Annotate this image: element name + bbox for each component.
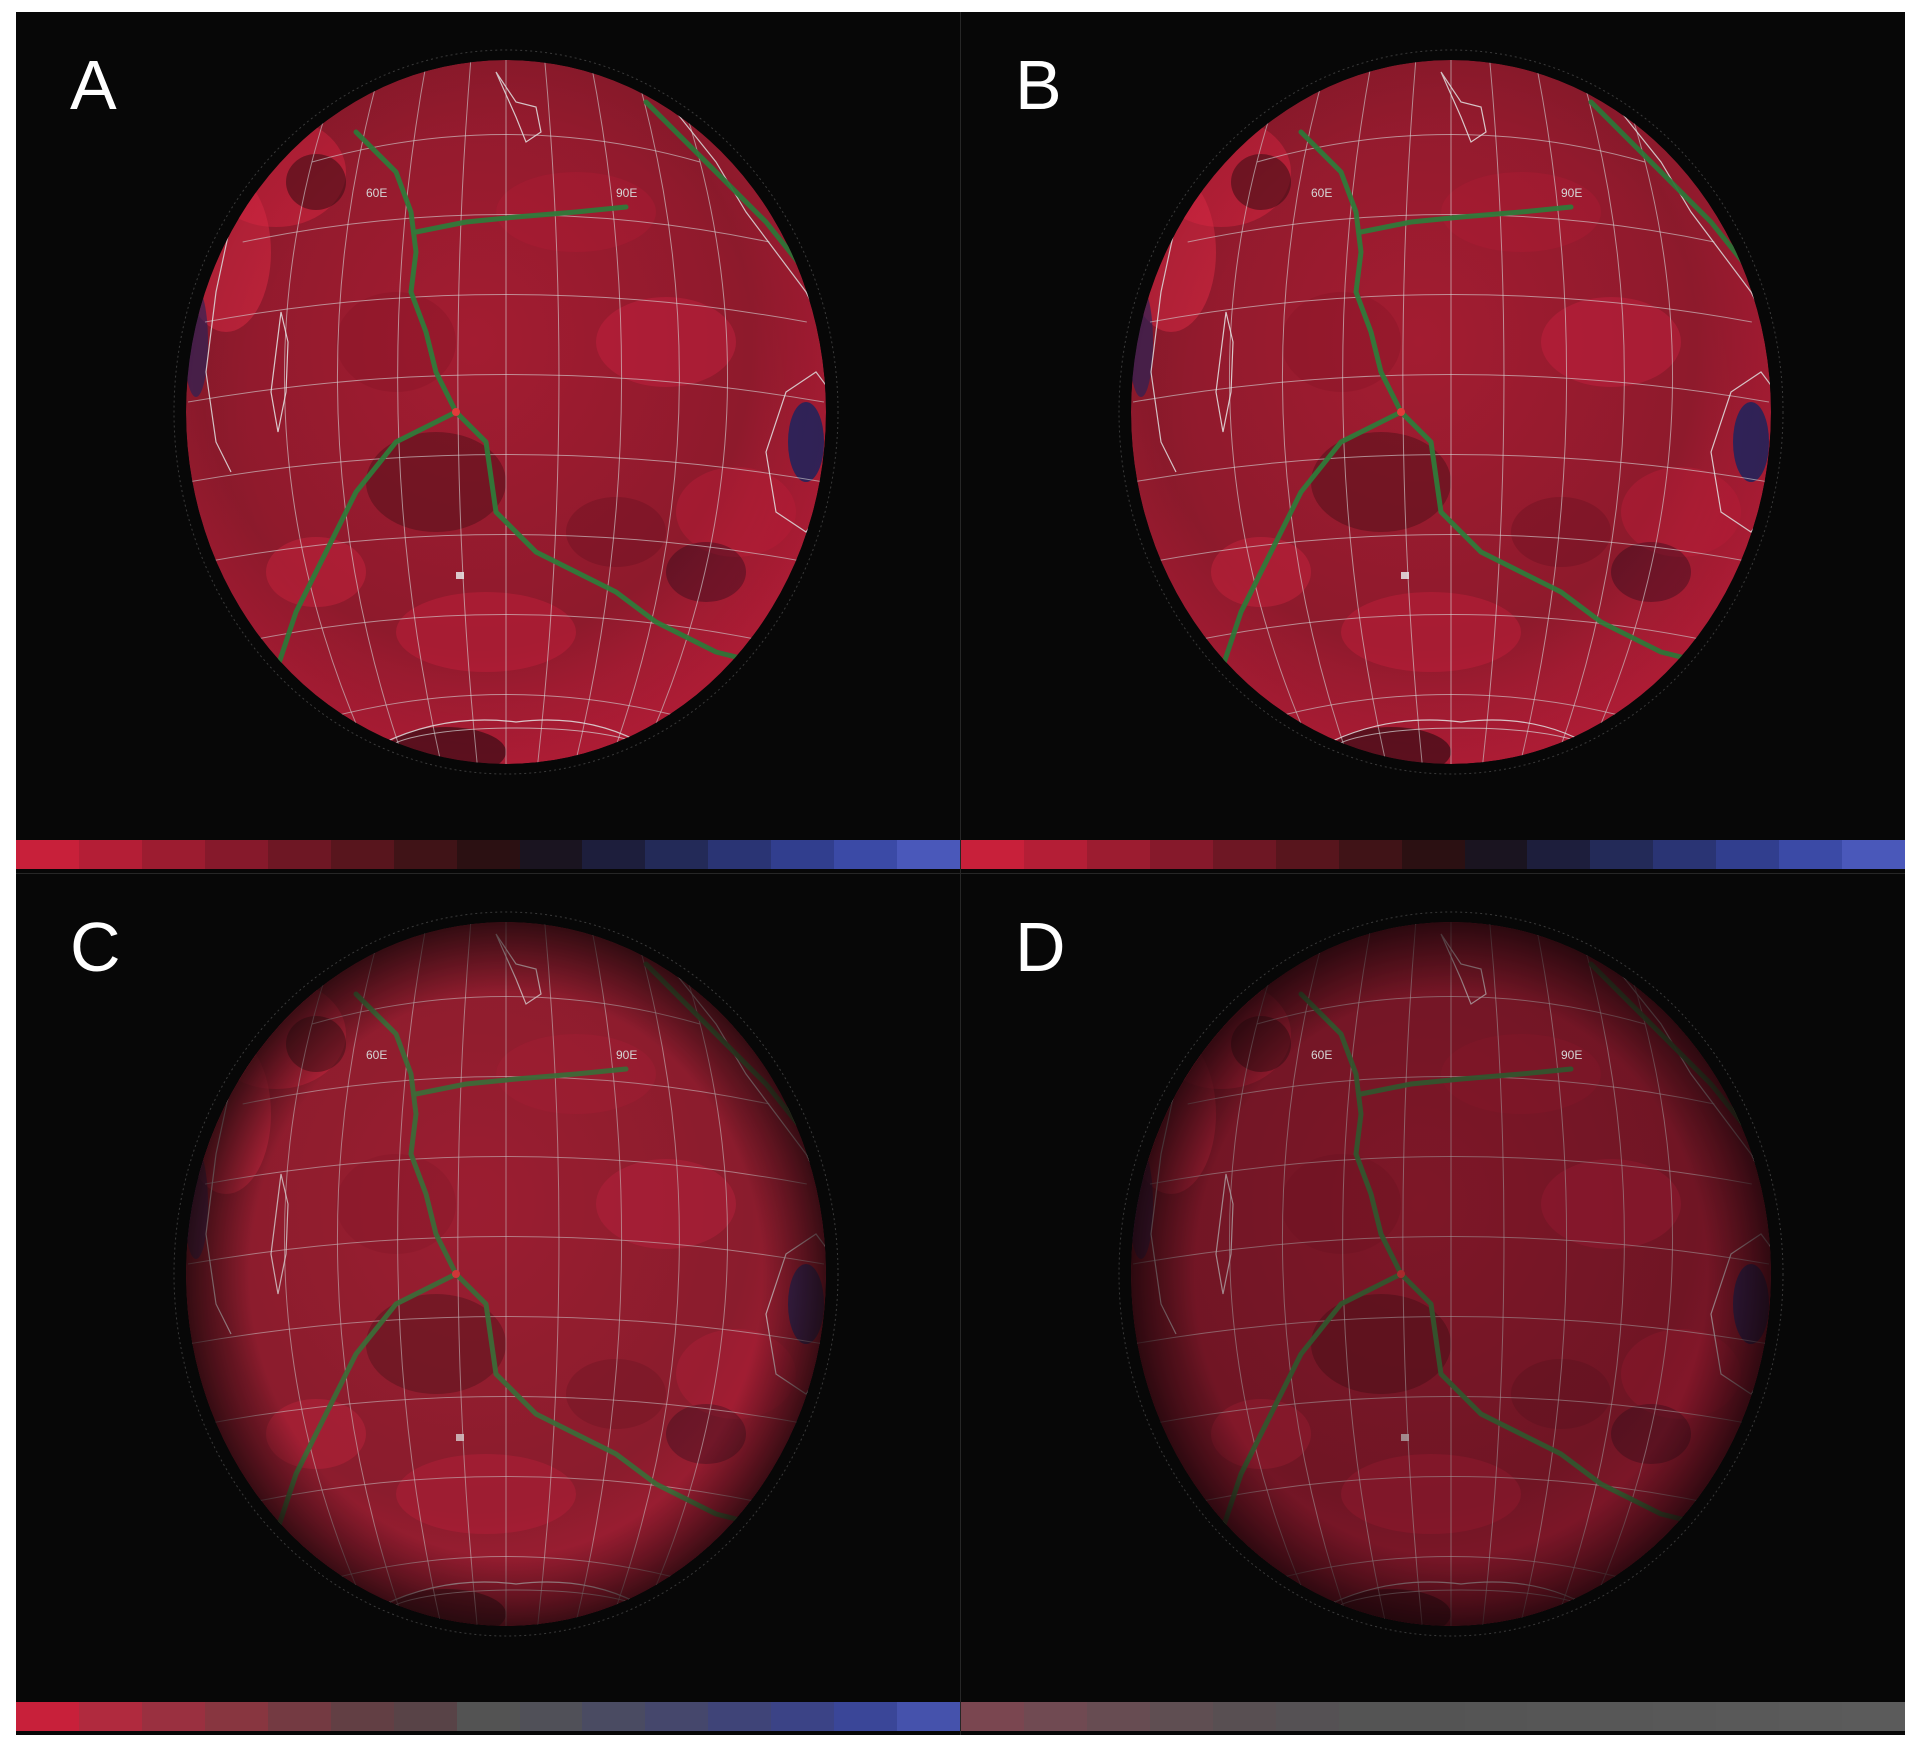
globe-shading bbox=[1131, 60, 1771, 764]
globe-shading bbox=[1131, 922, 1771, 1626]
graticule-label-60e: 60E bbox=[366, 186, 387, 200]
panel-label: A bbox=[70, 46, 117, 124]
colorbar-swatch bbox=[645, 1702, 709, 1731]
colorbar-swatch bbox=[961, 840, 1024, 869]
colorbar-swatch bbox=[393, 840, 457, 869]
colorbar-swatch bbox=[1653, 840, 1717, 869]
globe-outline bbox=[1118, 49, 1784, 775]
colorbar-swatch bbox=[1338, 840, 1402, 869]
globe-surface bbox=[186, 60, 826, 764]
colorbar-swatch bbox=[1464, 840, 1528, 869]
colorbar-swatch bbox=[393, 1702, 457, 1731]
graticule-label-60e: 60E bbox=[366, 1048, 387, 1062]
globe-map: 60E 90E bbox=[173, 911, 839, 1637]
colorbar-swatch bbox=[1716, 840, 1780, 869]
colorbar-swatch bbox=[708, 1702, 772, 1731]
colorbar-swatch bbox=[1464, 1702, 1528, 1731]
colorbar-swatch bbox=[78, 1702, 142, 1731]
colorbar-swatch bbox=[1779, 1702, 1843, 1731]
globe-tint bbox=[1131, 922, 1771, 1626]
colorbar-swatch bbox=[519, 840, 583, 869]
figure-grid: 60E 90E A 60E 90E B 60E 90E C 60E 90E D bbox=[16, 12, 1905, 1735]
colorbar-swatch bbox=[961, 1702, 1024, 1731]
colorbar-swatch bbox=[1149, 1702, 1213, 1731]
colorbar-swatch bbox=[16, 840, 79, 869]
panel-b: 60E 90E B bbox=[960, 12, 1905, 873]
graticule-label-60e: 60E bbox=[1311, 186, 1332, 200]
colorbar-swatch bbox=[519, 1702, 583, 1731]
colorbar-swatch bbox=[1275, 840, 1339, 869]
colorbar-swatch bbox=[330, 840, 394, 869]
globe-outline bbox=[173, 911, 839, 1637]
panel-label: C bbox=[70, 908, 121, 986]
colorbar-swatch bbox=[267, 1702, 331, 1731]
colorbar bbox=[16, 840, 960, 869]
colorbar-swatch bbox=[708, 840, 772, 869]
colorbar-swatch bbox=[1590, 840, 1654, 869]
globe-surface bbox=[1131, 922, 1771, 1626]
globe-map: 60E 90E bbox=[1118, 49, 1784, 775]
colorbar-swatch bbox=[834, 1702, 898, 1731]
colorbar-swatch bbox=[1527, 1702, 1591, 1731]
globe-surface bbox=[186, 922, 826, 1626]
colorbar-swatch bbox=[582, 840, 646, 869]
colorbar-swatch bbox=[1212, 1702, 1276, 1731]
globe-map: 60E 90E bbox=[173, 49, 839, 775]
graticule-label-90e: 90E bbox=[1561, 1048, 1582, 1062]
colorbar-swatch bbox=[1338, 1702, 1402, 1731]
colorbar-swatch bbox=[645, 840, 709, 869]
colorbar-swatch bbox=[204, 1702, 268, 1731]
colorbar-swatch bbox=[1842, 1702, 1905, 1731]
globe-surface bbox=[1131, 60, 1771, 764]
colorbar-swatch bbox=[204, 840, 268, 869]
colorbar-swatch bbox=[1023, 1702, 1087, 1731]
colorbar-swatch bbox=[1023, 840, 1087, 869]
colorbar-swatch bbox=[1212, 840, 1276, 869]
colorbar-swatch bbox=[267, 840, 331, 869]
graticule-label-90e: 90E bbox=[616, 186, 637, 200]
colorbar-swatch bbox=[78, 840, 142, 869]
colorbar-swatch bbox=[1842, 840, 1905, 869]
colorbar-swatch bbox=[582, 1702, 646, 1731]
colorbar-swatch bbox=[834, 840, 898, 869]
colorbar-swatch bbox=[141, 840, 205, 869]
globe-map: 60E 90E bbox=[1118, 911, 1784, 1637]
colorbar-swatch bbox=[1590, 1702, 1654, 1731]
graticule-label-60e: 60E bbox=[1311, 1048, 1332, 1062]
colorbar-swatch bbox=[16, 1702, 79, 1731]
colorbar-swatch bbox=[1086, 1702, 1150, 1731]
graticule-label-90e: 90E bbox=[1561, 186, 1582, 200]
panel-d: 60E 90E D bbox=[960, 873, 1905, 1735]
colorbar bbox=[961, 840, 1905, 869]
colorbar bbox=[961, 1702, 1905, 1731]
colorbar-swatch bbox=[1527, 840, 1591, 869]
colorbar-swatch bbox=[771, 840, 835, 869]
colorbar-swatch bbox=[456, 1702, 520, 1731]
globe-outline bbox=[1118, 911, 1784, 1637]
colorbar-swatch bbox=[1779, 840, 1843, 869]
panel-c: 60E 90E C bbox=[16, 873, 960, 1735]
globe-shading bbox=[186, 60, 826, 764]
panel-a: 60E 90E A bbox=[16, 12, 960, 873]
colorbar-swatch bbox=[771, 1702, 835, 1731]
panel-label: D bbox=[1015, 908, 1066, 986]
colorbar-swatch bbox=[1401, 1702, 1465, 1731]
colorbar-swatch bbox=[1275, 1702, 1339, 1731]
colorbar bbox=[16, 1702, 960, 1731]
graticule-label-90e: 90E bbox=[616, 1048, 637, 1062]
globe-tint bbox=[186, 922, 826, 1626]
colorbar-swatch bbox=[1716, 1702, 1780, 1731]
colorbar-swatch bbox=[1401, 840, 1465, 869]
colorbar-swatch bbox=[1653, 1702, 1717, 1731]
colorbar-swatch bbox=[1086, 840, 1150, 869]
colorbar-swatch bbox=[897, 1702, 960, 1731]
colorbar-swatch bbox=[456, 840, 520, 869]
colorbar-swatch bbox=[141, 1702, 205, 1731]
colorbar-swatch bbox=[897, 840, 960, 869]
globe-shading bbox=[186, 922, 826, 1626]
colorbar-swatch bbox=[1149, 840, 1213, 869]
panel-label: B bbox=[1015, 46, 1062, 124]
colorbar-swatch bbox=[330, 1702, 394, 1731]
globe-outline bbox=[173, 49, 839, 775]
